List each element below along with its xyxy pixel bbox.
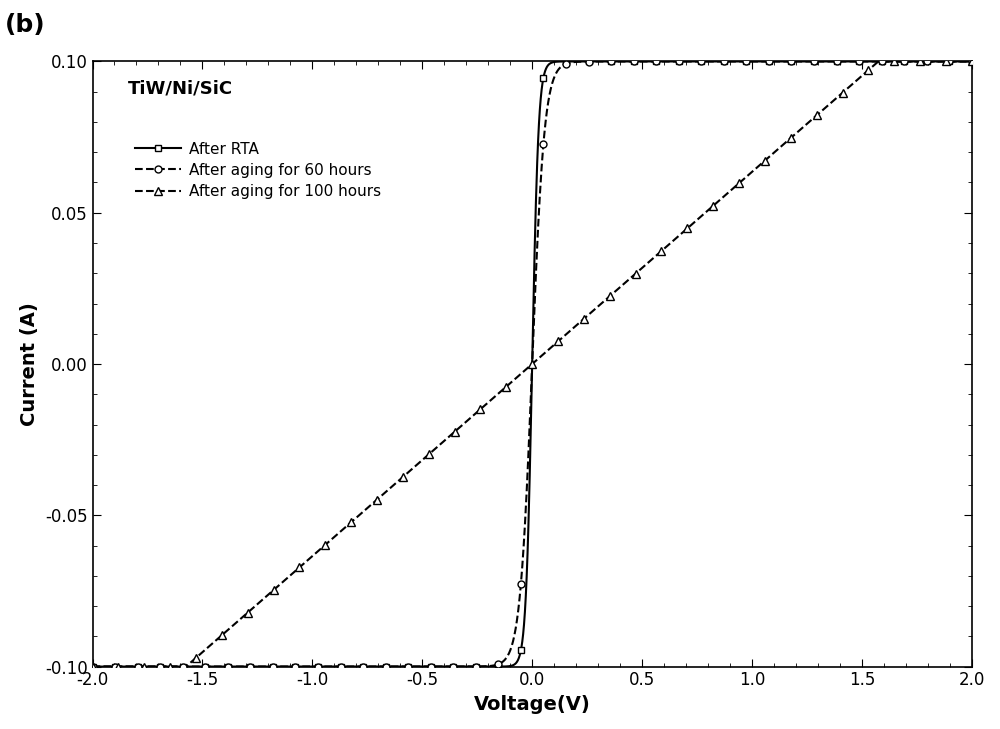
X-axis label: Voltage(V): Voltage(V) [474, 695, 591, 714]
Text: TiW/Ni/SiC: TiW/Ni/SiC [128, 79, 233, 98]
Text: (b): (b) [5, 13, 45, 37]
Y-axis label: Current (A): Current (A) [20, 302, 39, 426]
Legend: After RTA, After aging for 60 hours, After aging for 100 hours: After RTA, After aging for 60 hours, Aft… [135, 141, 381, 199]
